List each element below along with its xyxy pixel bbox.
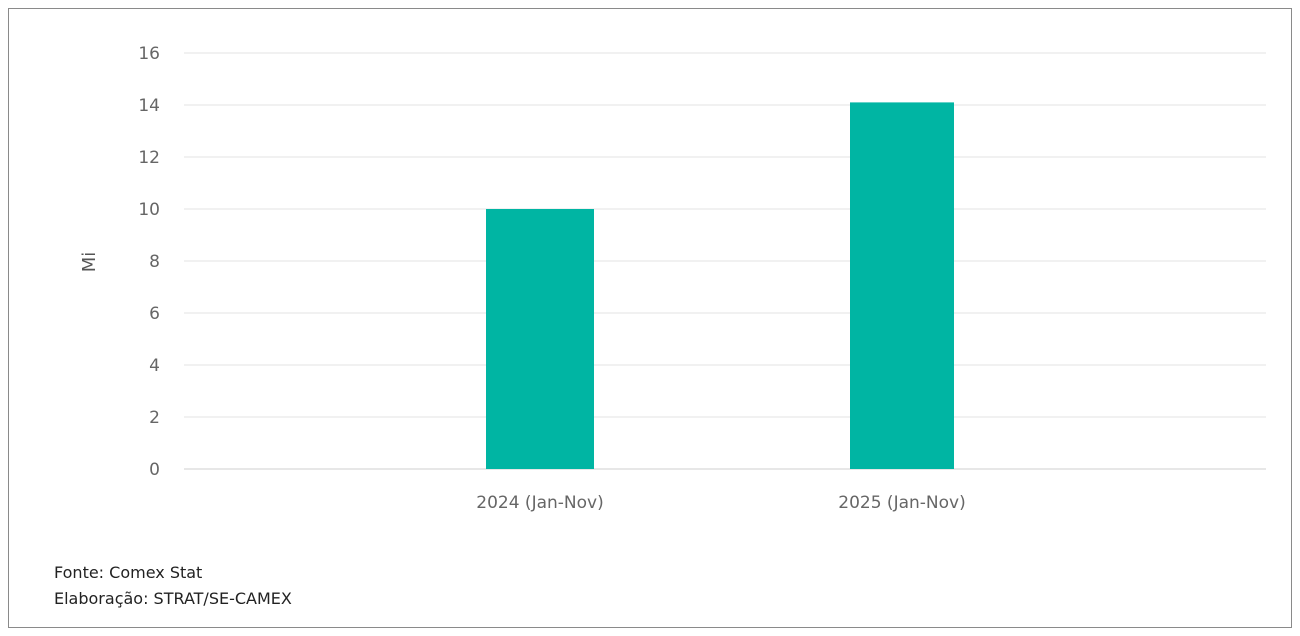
gridlines — [184, 52, 1266, 470]
y-tick-label: 16 — [138, 44, 160, 64]
elaboration-note: Elaboração: STRAT/SE-CAMEX — [54, 589, 292, 608]
x-tick-label: 2025 (Jan-Nov) — [838, 493, 965, 513]
y-tick-label: 12 — [138, 148, 160, 168]
y-axis-tick-labels: 0 2 4 6 8 10 12 14 16 — [138, 44, 160, 480]
y-tick-label: 8 — [149, 252, 160, 272]
source-note: Fonte: Comex Stat — [54, 563, 203, 582]
x-tick-label: 2024 (Jan-Nov) — [476, 493, 603, 513]
y-tick-label: 4 — [149, 356, 160, 376]
chart-frame — [8, 8, 1292, 628]
y-tick-label: 2 — [149, 408, 160, 428]
chart-footer: Fonte: Comex Stat Elaboração: STRAT/SE-C… — [54, 560, 292, 612]
bar — [850, 102, 954, 470]
bar — [486, 209, 594, 469]
y-axis-label: Mi — [79, 252, 100, 273]
x-axis-tick-labels: 2024 (Jan-Nov) 2025 (Jan-Nov) — [476, 493, 965, 513]
y-tick-label: 14 — [138, 96, 160, 116]
y-tick-label: 0 — [149, 460, 160, 480]
bars — [486, 102, 954, 470]
y-tick-label: 6 — [149, 304, 160, 324]
y-tick-label: 10 — [138, 200, 160, 220]
